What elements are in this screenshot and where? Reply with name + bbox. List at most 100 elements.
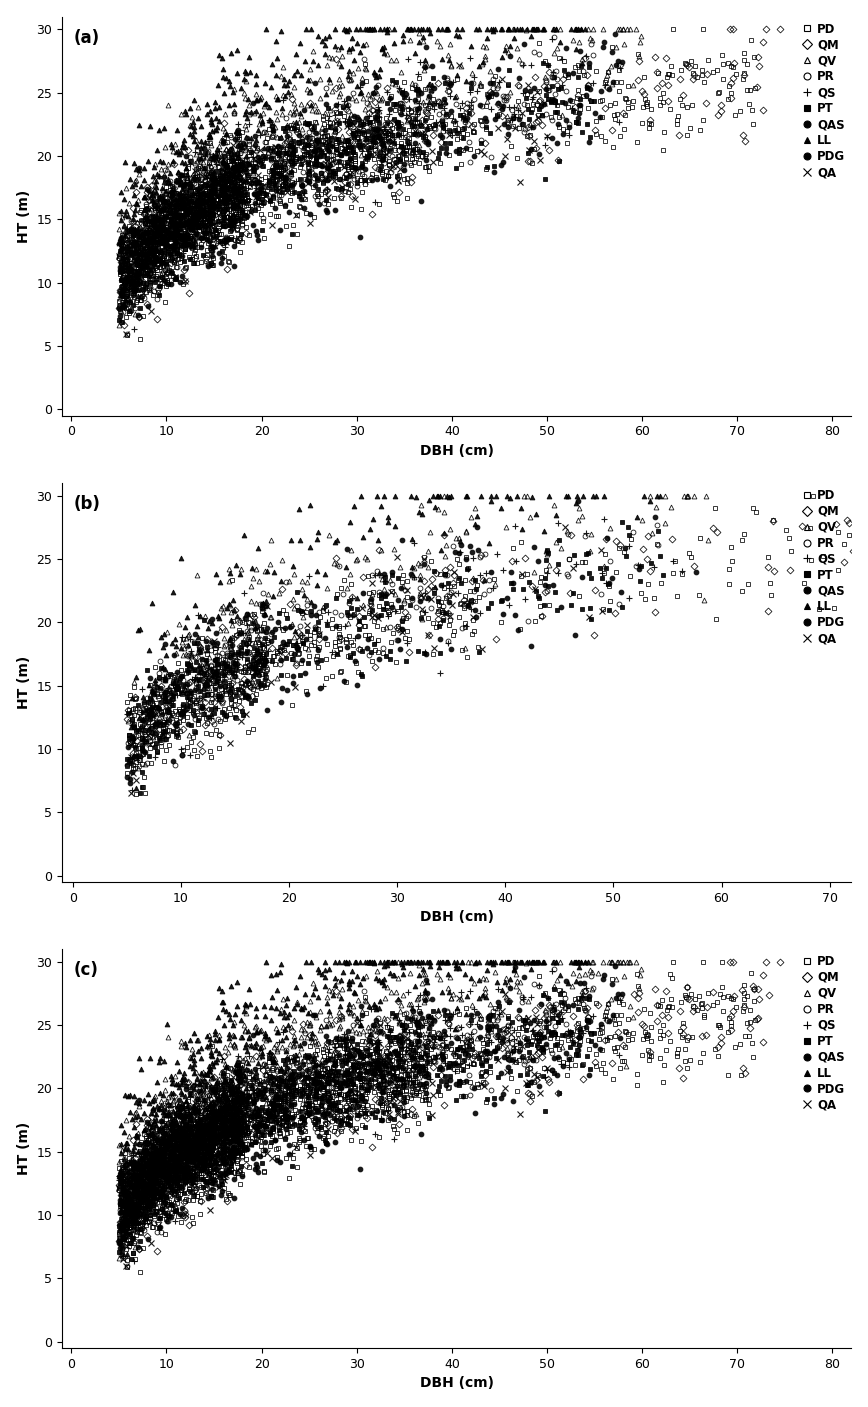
PDG — [312, 654, 322, 671]
QA — [121, 1258, 131, 1275]
Text: (b): (b) — [74, 495, 101, 514]
PR — [549, 28, 559, 45]
QA — [254, 182, 265, 198]
QS — [635, 557, 645, 574]
QA — [356, 1090, 366, 1107]
PD — [135, 1263, 145, 1280]
QV — [384, 954, 394, 971]
QV — [132, 241, 142, 257]
PR — [542, 582, 552, 599]
QA — [426, 1107, 437, 1124]
LL — [503, 487, 513, 504]
QAS — [118, 298, 128, 315]
PT — [181, 698, 192, 715]
QA — [162, 1161, 173, 1178]
PD — [243, 613, 253, 630]
QA — [126, 737, 136, 754]
QAS — [277, 169, 287, 186]
PDG — [489, 1043, 499, 1059]
QAS — [175, 668, 186, 685]
QAS — [261, 653, 272, 670]
Line: QS: QS — [124, 515, 685, 794]
PDG — [634, 561, 644, 578]
QA — [499, 985, 510, 1002]
PR — [190, 1182, 201, 1199]
PD — [786, 542, 797, 559]
PDG — [168, 228, 178, 245]
PR — [651, 516, 661, 533]
PT — [146, 1169, 156, 1186]
PT — [331, 590, 341, 606]
QM — [220, 166, 231, 183]
QS — [385, 106, 395, 122]
LL — [283, 1016, 293, 1033]
QAS — [174, 273, 185, 290]
QAS — [232, 1092, 242, 1109]
PT — [211, 162, 221, 179]
Line: QS: QS — [115, 35, 623, 332]
QM — [615, 537, 625, 554]
PT — [541, 86, 551, 103]
PT — [249, 658, 260, 675]
PR — [235, 1093, 246, 1110]
PT — [269, 177, 279, 194]
PT — [340, 170, 351, 187]
Line: QM: QM — [116, 27, 783, 326]
X-axis label: DBH (cm): DBH (cm) — [419, 1376, 494, 1390]
PDG — [229, 238, 240, 255]
QV — [114, 317, 124, 333]
QS — [510, 553, 521, 570]
QV — [587, 31, 597, 48]
LL — [175, 187, 186, 204]
QA — [425, 591, 436, 608]
QS — [201, 166, 212, 183]
PR — [134, 757, 144, 774]
QM — [192, 705, 202, 722]
LL — [303, 1005, 313, 1021]
PDG — [247, 1093, 258, 1110]
QV — [536, 1040, 547, 1057]
QM — [131, 702, 141, 719]
PT — [223, 1150, 233, 1166]
PDG — [341, 639, 352, 656]
QA — [158, 252, 168, 269]
Line: LL: LL — [128, 492, 662, 791]
QV — [140, 756, 150, 772]
QM — [214, 172, 224, 189]
QV — [360, 968, 371, 985]
PDG — [161, 692, 171, 709]
QA — [138, 1189, 148, 1206]
Line: PD: PD — [116, 960, 758, 1275]
PD — [668, 954, 679, 971]
PD — [135, 331, 145, 348]
PDG — [262, 701, 273, 718]
PD — [236, 1135, 247, 1152]
QA — [150, 727, 161, 744]
QAS — [213, 656, 223, 673]
PR — [144, 186, 155, 203]
PT — [616, 514, 627, 530]
QA — [314, 626, 325, 643]
PT — [116, 314, 127, 331]
QM — [424, 626, 434, 643]
QM — [381, 1057, 391, 1074]
LL — [428, 487, 438, 504]
LL — [286, 532, 297, 549]
QS — [205, 1102, 215, 1119]
PDG — [125, 771, 135, 788]
PR — [122, 1258, 133, 1275]
Text: (a): (a) — [74, 28, 100, 46]
Line: QV: QV — [116, 960, 643, 1261]
QAS — [286, 1069, 297, 1086]
PD — [444, 1054, 454, 1071]
QV — [145, 687, 155, 704]
PD — [235, 625, 246, 642]
PT — [168, 239, 178, 256]
PT — [175, 1169, 186, 1186]
QAS — [261, 598, 272, 615]
LL — [130, 779, 141, 796]
PD — [395, 96, 405, 113]
PT — [444, 1058, 455, 1075]
PD — [141, 1178, 152, 1195]
PR — [266, 1083, 277, 1100]
